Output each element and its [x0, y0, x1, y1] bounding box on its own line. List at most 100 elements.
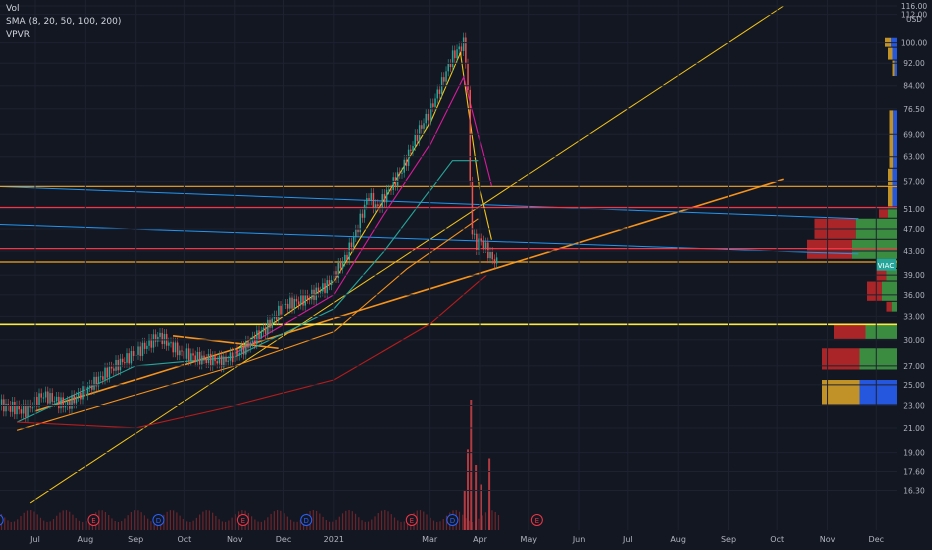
volume-bar — [140, 512, 142, 530]
volume-bar — [82, 521, 84, 530]
vpvr-bar-left — [807, 239, 852, 259]
volume-bar — [374, 516, 376, 530]
candle-body — [388, 189, 390, 191]
volume-bar — [192, 520, 194, 530]
volume-bar — [260, 521, 262, 530]
candle-body — [170, 342, 172, 344]
candle-body — [42, 397, 45, 399]
candle-body — [205, 359, 207, 364]
candle-body — [161, 332, 163, 345]
price-candles: VIAC40.68 — [0, 32, 927, 422]
volume-bar — [273, 511, 275, 530]
candle-body — [429, 103, 432, 121]
candle-body — [350, 242, 353, 248]
candle-body — [106, 367, 108, 378]
candle-body — [231, 352, 234, 363]
candle-body — [203, 355, 205, 360]
candle-body — [108, 366, 111, 378]
sma-indicator-label[interactable]: SMA (8, 20, 50, 100, 200) — [6, 17, 122, 27]
candle-body — [355, 229, 357, 237]
vol-indicator-label[interactable]: Vol — [6, 4, 20, 14]
volume-spike — [467, 449, 470, 530]
event-marker-letter: E — [241, 517, 245, 525]
candle-body — [469, 89, 471, 182]
volume-bar — [88, 518, 90, 530]
volume-bar — [348, 510, 350, 530]
time-tick-label: Aug — [670, 535, 686, 544]
volume-bar — [325, 519, 327, 530]
last-price-symbol-badge — [876, 258, 896, 271]
volume-bar — [143, 515, 146, 530]
candle-body — [146, 345, 148, 349]
event-marker-D — [446, 514, 459, 526]
volume-bar — [335, 519, 337, 530]
candle-body — [97, 376, 100, 387]
candle-body — [236, 349, 238, 356]
candle-body — [36, 396, 38, 407]
candle-body — [143, 342, 146, 349]
vpvr-bar-left — [822, 380, 860, 405]
vpvr-bar-right — [892, 186, 897, 207]
trend-line-yellow-ascending — [29, 5, 784, 504]
candle-body — [119, 358, 122, 371]
candle-body — [465, 37, 467, 64]
event-markers: DEDEDEDE — [0, 514, 543, 526]
candle-body — [436, 89, 438, 99]
candle-body — [271, 318, 273, 328]
price-tick-label: 23.00 — [903, 401, 925, 410]
candle-body — [163, 333, 166, 345]
event-marker-E — [405, 514, 418, 526]
candle-body — [390, 189, 392, 191]
sma-50-line — [16, 160, 479, 423]
volume-bar — [85, 521, 87, 530]
volume-bar — [465, 518, 467, 530]
candle-body — [278, 305, 280, 320]
price-tick-label: 47.00 — [903, 225, 925, 234]
volume-bar — [345, 510, 347, 530]
price-tick-label: 33.00 — [903, 312, 925, 321]
volume-bar — [62, 510, 64, 530]
volume-bar — [328, 521, 331, 530]
volume-spike — [475, 465, 478, 530]
volume-bar — [108, 514, 110, 530]
volume-bar — [134, 510, 136, 530]
volume-bar — [276, 510, 279, 530]
candle-body — [58, 396, 60, 409]
volume-bar — [338, 516, 340, 530]
time-tick-label: Mar — [422, 535, 438, 544]
candle-body — [5, 403, 7, 412]
event-marker-D — [0, 514, 4, 526]
vpvr-bar-left — [889, 110, 894, 168]
candle-body — [487, 242, 489, 259]
candle-body — [286, 303, 289, 309]
event-marker-D — [300, 514, 313, 526]
volume-bar — [72, 514, 74, 530]
candle-body — [267, 319, 269, 334]
volume-bar — [33, 511, 35, 530]
candle-body — [262, 327, 265, 332]
price-tick-label: 21.00 — [903, 424, 925, 433]
candle-body — [300, 294, 302, 305]
price-tick-label: 19.00 — [903, 449, 925, 458]
candle-body — [273, 315, 276, 319]
candle-body — [363, 204, 366, 218]
vpvr-bar-right — [882, 281, 897, 301]
candle-body — [229, 352, 232, 361]
volume-bar — [78, 520, 81, 530]
candle-body — [405, 159, 408, 166]
vpvr-bar-left — [834, 323, 866, 339]
candle-body — [399, 172, 401, 174]
volume-bar — [150, 521, 152, 530]
volume-bar — [432, 520, 435, 530]
vpvr-indicator-label[interactable]: VPVR — [6, 30, 30, 40]
candle-body — [447, 63, 449, 72]
price-tick-label: 39.00 — [903, 271, 925, 280]
volume-bar — [179, 515, 181, 530]
candle-body — [385, 189, 388, 203]
price-tick-label: 25.00 — [903, 381, 925, 390]
price-tick-label: 63.00 — [903, 153, 925, 162]
volume-bar — [426, 514, 428, 530]
event-marker-E — [87, 514, 100, 526]
